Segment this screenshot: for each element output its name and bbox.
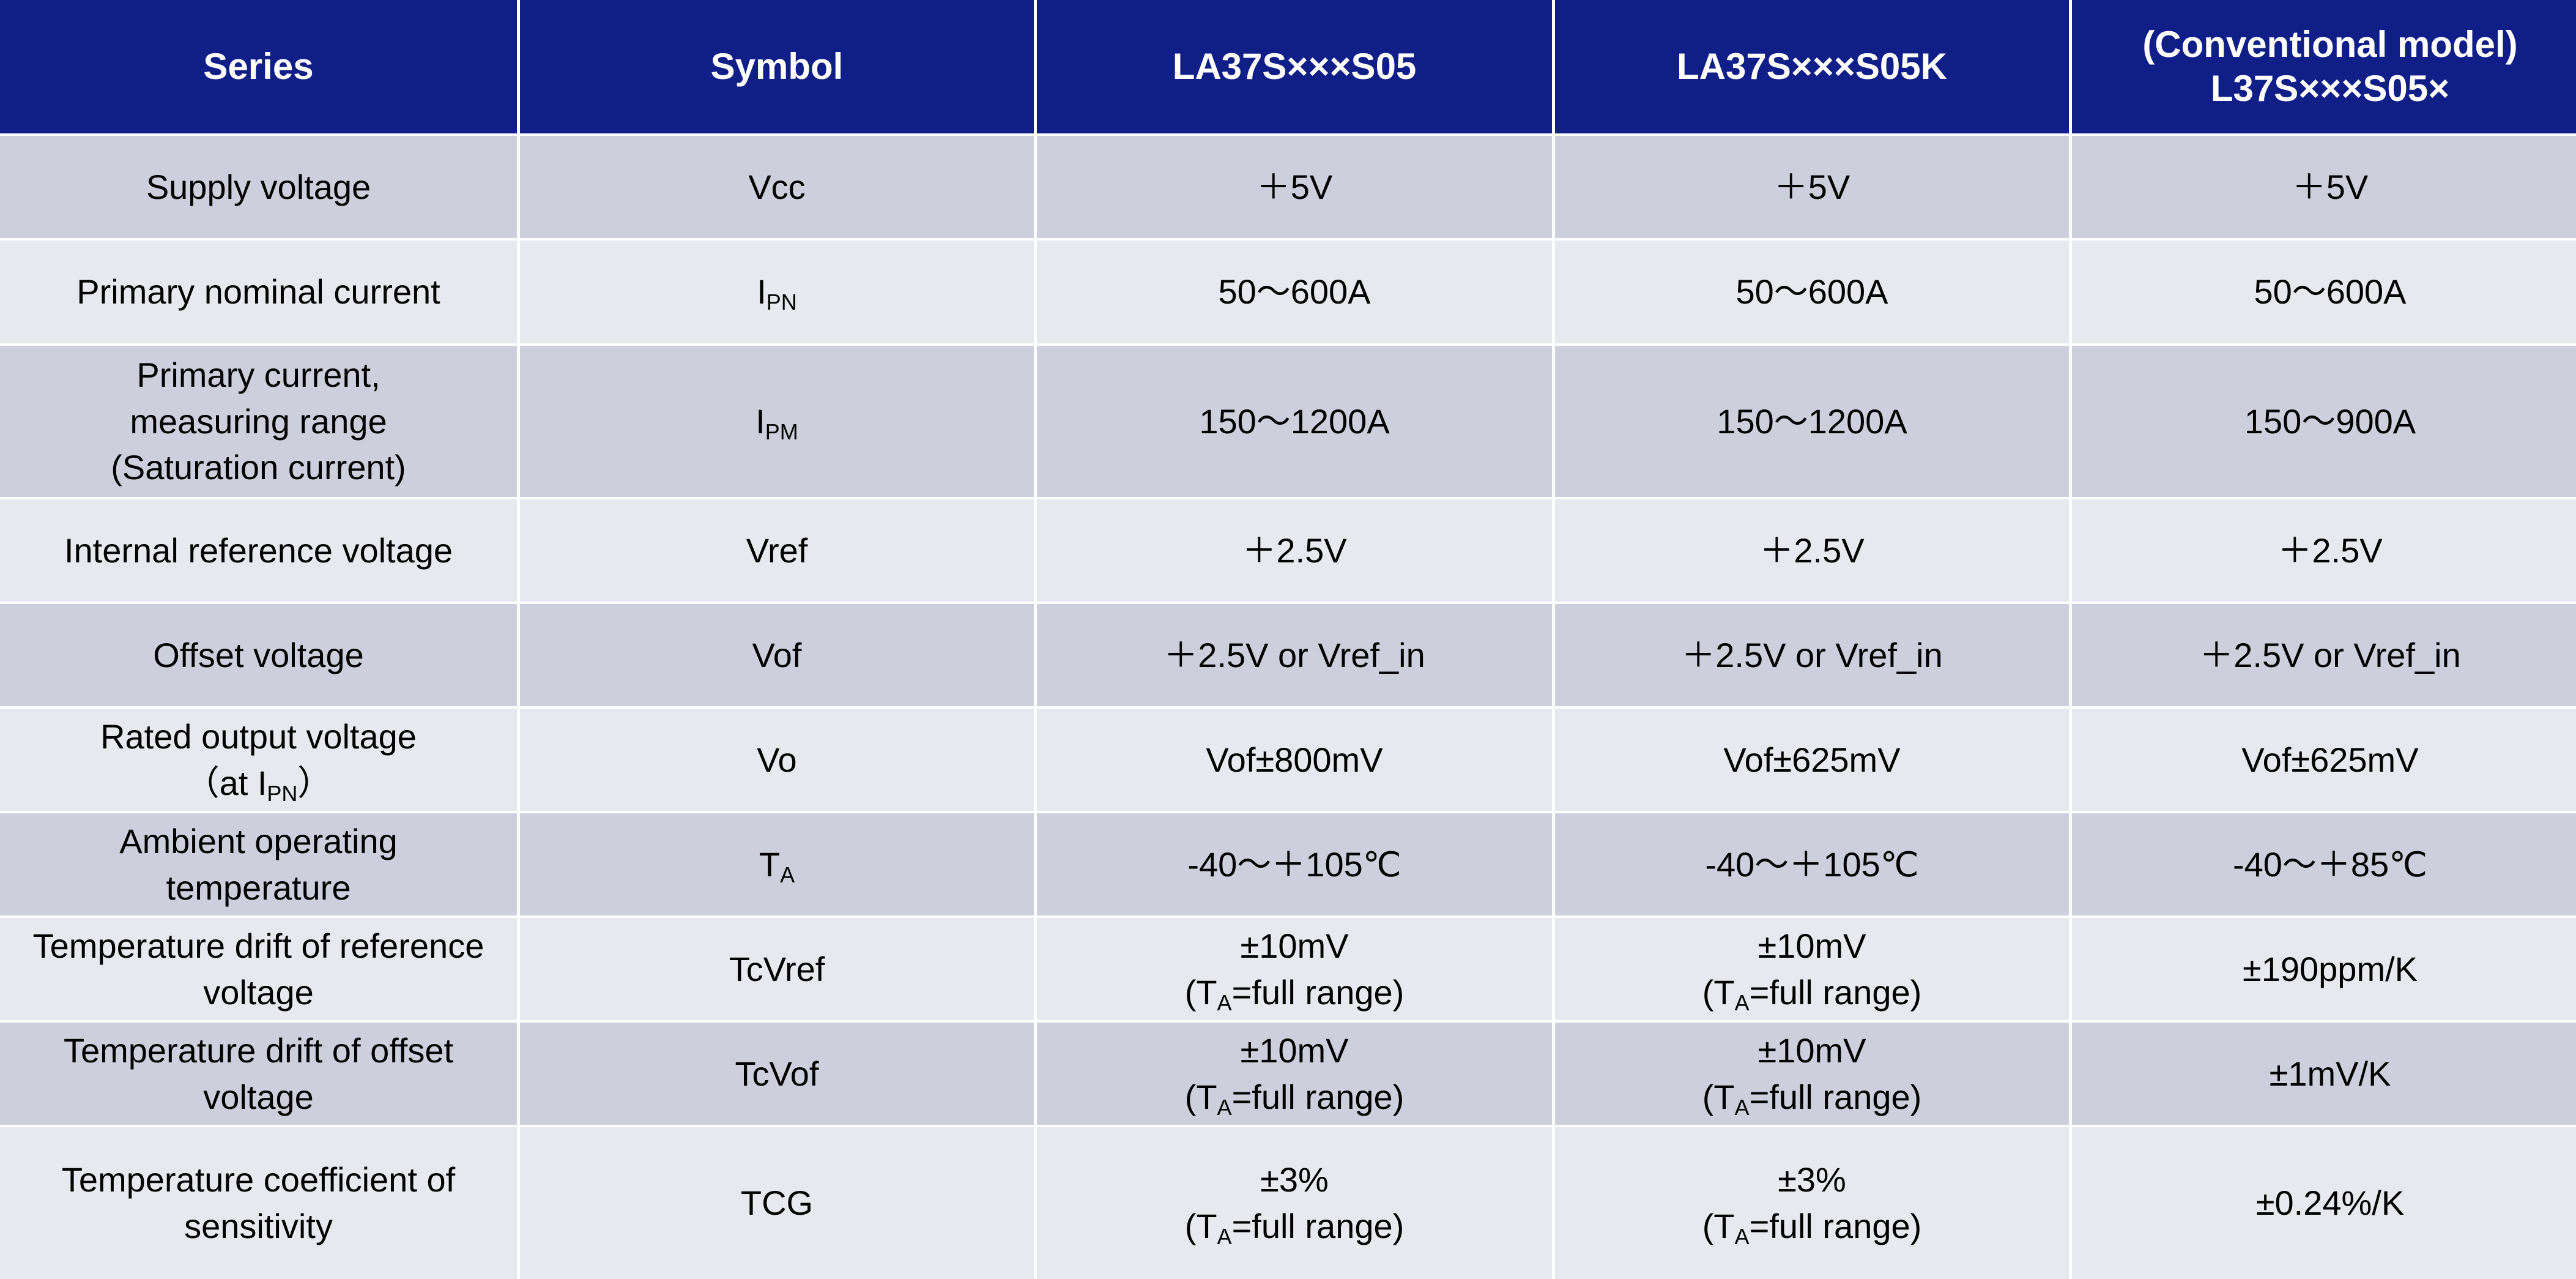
row-label: Temperature coefficient of sensitivity: [0, 1127, 517, 1279]
row-label-line: （at IPN）: [185, 763, 332, 806]
row-symbol: Vref: [520, 499, 1034, 602]
value-main: ±10mV: [1240, 1031, 1349, 1070]
row-label-line: sensitivity: [184, 1207, 333, 1245]
value-conventional: -40～＋85℃: [2072, 813, 2576, 915]
value-la37s-s05: ＋5V: [1037, 136, 1552, 238]
header-series: Series: [0, 0, 517, 133]
value-conventional: 150～900A: [2072, 346, 2576, 497]
row-label-line: Temperature drift of reference: [32, 926, 484, 965]
symbol-main: I: [755, 401, 765, 441]
row-label-line: Temperature drift of offset: [63, 1031, 454, 1070]
value-la37s-s05: ＋2.5V or Vref_in: [1037, 604, 1552, 706]
value-conventional: ±1mV/K: [2072, 1023, 2576, 1125]
row-symbol: TcVof: [520, 1023, 1034, 1125]
row-label: Offset voltage: [0, 604, 517, 706]
row-label: Temperature drift of offset voltage: [0, 1023, 517, 1125]
row-label: Ambient operating temperature: [0, 813, 517, 915]
value-la37s-s05: ±10mV (TA=full range): [1037, 918, 1552, 1020]
row-label-line: Temperature coefficient of: [61, 1160, 456, 1199]
label-subscript: PN: [267, 780, 298, 806]
symbol-subscript: A: [780, 862, 795, 887]
full-range-note: (TA=full range): [1184, 972, 1405, 1015]
symbol-main: T: [759, 845, 781, 884]
value-conventional: ±0.24%/K: [2072, 1127, 2576, 1279]
row-label-line: Ambient operating: [119, 821, 398, 860]
full-range-note: (TA=full range): [1184, 1207, 1405, 1249]
row-label-line: measuring range: [130, 401, 387, 441]
value-main: ±3%: [1778, 1160, 1846, 1199]
value-conventional: Vof±625mV: [2072, 709, 2576, 811]
row-label: Supply voltage: [0, 136, 517, 238]
header-conventional-line2: L37S×××S05×: [2210, 68, 2450, 109]
value-la37s-s05k: 150～1200A: [1555, 346, 2069, 497]
row-symbol: TcVref: [520, 918, 1034, 1020]
value-la37s-s05k: ＋2.5V: [1555, 499, 2069, 602]
value-la37s-s05k: ±3% (TA=full range): [1555, 1127, 2069, 1279]
header-symbol: Symbol: [520, 0, 1034, 133]
row-symbol: Vcc: [520, 136, 1034, 238]
value-la37s-s05: ±10mV (TA=full range): [1037, 1023, 1552, 1125]
value-la37s-s05k: 50～600A: [1555, 241, 2069, 343]
value-main: ±10mV: [1758, 1031, 1866, 1070]
value-la37s-s05: ±3% (TA=full range): [1037, 1127, 1552, 1279]
row-label-line: voltage: [203, 1077, 314, 1116]
value-la37s-s05: -40～＋105℃: [1037, 813, 1552, 915]
value-la37s-s05: Vof±800mV: [1037, 709, 1552, 811]
value-conventional: ＋2.5V: [2072, 499, 2576, 602]
row-label-line: (Saturation current): [111, 448, 406, 487]
full-range-note: (TA=full range): [1184, 1077, 1405, 1120]
value-conventional: ＋5V: [2072, 136, 2576, 238]
value-conventional: ＋2.5V or Vref_in: [2072, 604, 2576, 706]
symbol-subscript: PM: [765, 419, 798, 444]
row-label-line: Primary current,: [136, 356, 380, 395]
value-la37s-s05k: Vof±625mV: [1555, 709, 2069, 811]
value-main: ±10mV: [1240, 926, 1349, 965]
row-symbol: IPN: [520, 241, 1034, 343]
value-la37s-s05: 150～1200A: [1037, 346, 1552, 497]
header-conventional-model: (Conventional model) L37S×××S05×: [2072, 0, 2576, 133]
row-symbol: TCG: [520, 1127, 1034, 1279]
header-conventional-line1: (Conventional model): [2142, 24, 2518, 65]
row-label: Temperature drift of reference voltage: [0, 918, 517, 1020]
row-symbol: Vof: [520, 604, 1034, 706]
value-main: ±10mV: [1758, 926, 1866, 965]
row-symbol: TA: [520, 813, 1034, 915]
row-label-line: temperature: [166, 868, 351, 907]
row-label: Primary nominal current: [0, 241, 517, 343]
value-la37s-s05: 50～600A: [1037, 241, 1552, 343]
value-la37s-s05k: ＋2.5V or Vref_in: [1555, 604, 2069, 706]
value-la37s-s05k: ±10mV (TA=full range): [1555, 1023, 2069, 1125]
row-label: Primary current, measuring range (Satura…: [0, 346, 517, 497]
value-conventional: 50～600A: [2072, 241, 2576, 343]
full-range-note: (TA=full range): [1702, 1077, 1922, 1120]
value-la37s-s05k: ±10mV (TA=full range): [1555, 918, 2069, 1020]
row-label-line: voltage: [203, 972, 314, 1012]
symbol-main: I: [757, 272, 766, 311]
header-la37s-s05k: LA37S×××S05K: [1555, 0, 2069, 133]
row-label: Internal reference voltage: [0, 499, 517, 602]
full-range-note: (TA=full range): [1702, 972, 1922, 1015]
row-symbol: Vo: [520, 709, 1034, 811]
row-symbol: IPM: [520, 346, 1034, 497]
full-range-note: (TA=full range): [1702, 1207, 1922, 1249]
value-main: ±3%: [1260, 1160, 1329, 1199]
symbol-subscript: PN: [766, 289, 797, 315]
value-la37s-s05: ＋2.5V: [1037, 499, 1552, 602]
row-label-line: Rated output voltage: [100, 717, 417, 756]
header-la37s-s05: LA37S×××S05: [1037, 0, 1552, 133]
value-conventional: ±190ppm/K: [2072, 918, 2576, 1020]
row-label: Rated output voltage （at IPN）: [0, 709, 517, 811]
value-la37s-s05k: -40～＋105℃: [1555, 813, 2069, 915]
value-la37s-s05k: ＋5V: [1555, 136, 2069, 238]
